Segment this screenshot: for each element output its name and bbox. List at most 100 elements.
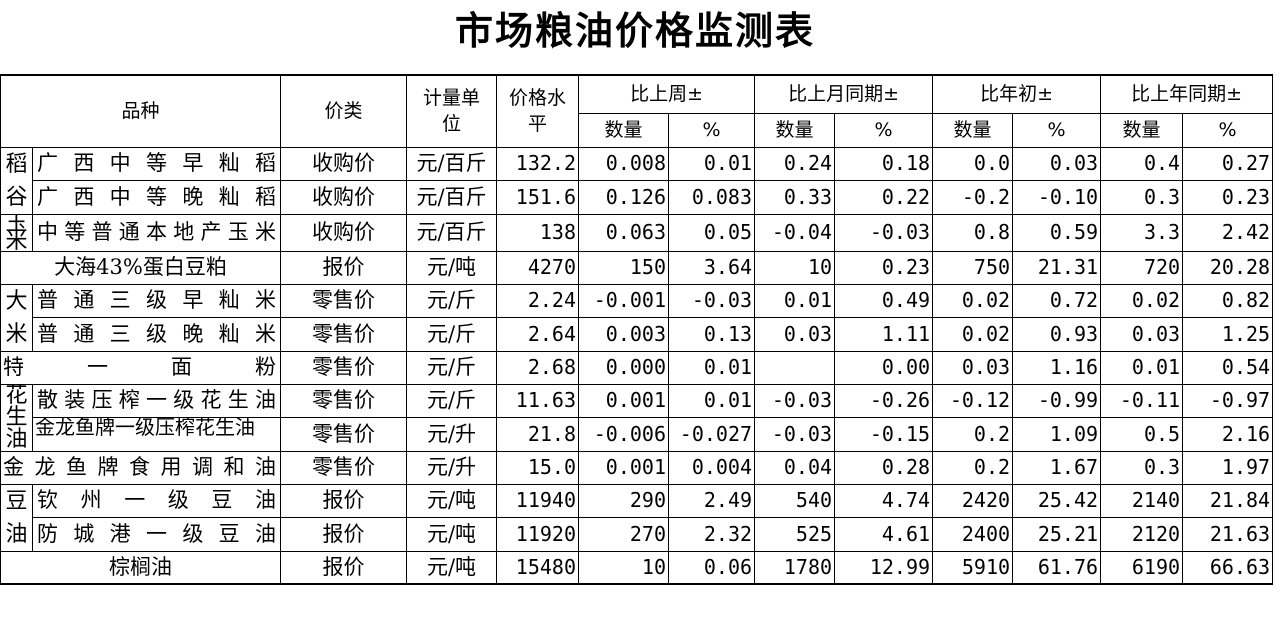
table-row: 金龙鱼牌一级压榨花生油 零售价 元/升 21.8 -0.006 -0.027 -…: [1, 417, 1274, 452]
unit: 元/吨: [406, 250, 498, 285]
price-level: 2.68: [496, 350, 580, 385]
cell: 0.93: [1012, 317, 1102, 352]
header-qty: 数量: [578, 112, 670, 148]
variety-name: 特一面粉: [0, 350, 282, 385]
cell: 21.84: [1182, 483, 1274, 518]
cell: 25.21: [1012, 517, 1102, 552]
cell: 10: [754, 250, 836, 285]
cell: 0.01: [668, 146, 756, 181]
header-pct: %: [668, 112, 756, 148]
grain-oil-price-table: 品种 价类 计量单位 价格水平 比上周± 比上月同期± 比年初± 比上年同期± …: [0, 74, 1274, 585]
page-title: 市场粮油价格监测表: [454, 9, 815, 53]
cell: 0.28: [834, 450, 934, 485]
cell: 0.24: [754, 146, 836, 181]
cell: 720: [1100, 250, 1184, 285]
table-row: 金龙鱼牌食用调和油 零售价 元/升 15.0 0.001 0.004 0.04 …: [0, 450, 1274, 485]
unit: 元/升: [406, 450, 498, 485]
cell: 0.00: [834, 350, 934, 385]
header-qty: 数量: [1100, 112, 1184, 148]
cell: 0.02: [932, 283, 1014, 318]
variety-name: 金龙鱼牌一级压榨花生油: [31, 417, 282, 452]
cell: 0.27: [1182, 146, 1274, 181]
cell: 1.97: [1182, 450, 1274, 485]
cell: 61.76: [1012, 550, 1102, 585]
cell: -0.26: [834, 383, 934, 418]
price-type: 收购价: [280, 146, 408, 181]
cell: -0.04: [754, 213, 836, 252]
price-type: 报价: [280, 550, 408, 585]
table-row: 防城港一级豆油 报价 元/吨 11920 270 2.32 525 4.61 2…: [1, 517, 1274, 552]
cell: 12.99: [834, 550, 934, 585]
header-qty: 数量: [932, 112, 1014, 148]
header-pct: %: [1012, 112, 1102, 148]
cell: 2140: [1100, 483, 1184, 518]
unit: 元/升: [406, 417, 498, 452]
cell: 0.23: [1182, 180, 1274, 215]
cell: 0.126: [578, 180, 670, 215]
table-row: 花生油 散装压榨一级花生油 零售价 元/斤 11.63 0.001 0.01 -…: [0, 383, 1274, 452]
header-pct: %: [834, 112, 934, 148]
price-type: 零售价: [280, 417, 408, 452]
table-row: 稻谷 广西中等早籼稻 收购价 元/百斤 132.2 0.008 0.01 0.2…: [0, 146, 1274, 215]
price-level: 138: [496, 213, 580, 252]
cell: 0.03: [1100, 317, 1184, 352]
cell: 4.61: [834, 517, 934, 552]
price-level: 2.24: [496, 283, 580, 318]
unit: 元/斤: [406, 350, 498, 385]
cell: 21.31: [1012, 250, 1102, 285]
cell: 0.2: [932, 417, 1014, 452]
cell: 10: [578, 550, 670, 585]
header-unit: 计量单位: [406, 74, 498, 148]
table-row: 豆油 钦州一级豆油 报价 元/吨 11940 290 2.49 540 4.74…: [0, 483, 1274, 552]
price-level: 15.0: [496, 450, 580, 485]
cell: -0.006: [578, 417, 670, 452]
price-type: 零售价: [280, 383, 408, 418]
cell: 1.67: [1012, 450, 1102, 485]
cell: 21.63: [1182, 517, 1274, 552]
variety-name: 中等普通本地产玉米: [31, 213, 282, 252]
cell: 0.004: [668, 450, 756, 485]
group-label: 大米: [0, 283, 33, 352]
cell: 0.59: [1012, 213, 1102, 252]
header-qty: 数量: [754, 112, 836, 148]
price-type: 报价: [280, 483, 408, 518]
cell: 0.8: [932, 213, 1014, 252]
cell: 0.01: [668, 383, 756, 418]
header-vs-year-start: 比年初±: [932, 74, 1102, 114]
price-type: 报价: [280, 250, 408, 285]
group-label: 稻谷: [0, 146, 33, 215]
table-row: 广西中等晚籼稻 收购价 元/百斤 151.6 0.126 0.083 0.33 …: [1, 180, 1274, 215]
cell: 0.3: [1100, 180, 1184, 215]
cell: 0.3: [1100, 450, 1184, 485]
cell: -0.03: [668, 283, 756, 318]
cell: 0.01: [1100, 350, 1184, 385]
price-level: 151.6: [496, 180, 580, 215]
header-price-level: 价格水平: [496, 74, 580, 148]
cell: 0.000: [578, 350, 670, 385]
cell: 0.18: [834, 146, 934, 181]
cell: 2.32: [668, 517, 756, 552]
cell: -0.03: [834, 213, 934, 252]
price-level: 15480: [496, 550, 580, 585]
unit: 元/百斤: [406, 213, 498, 252]
unit: 元/吨: [406, 483, 498, 518]
cell: 20.28: [1182, 250, 1274, 285]
unit: 元/百斤: [406, 180, 498, 215]
cell: 0.008: [578, 146, 670, 181]
price-type: 报价: [280, 517, 408, 552]
cell: 0.003: [578, 317, 670, 352]
variety-name: 棕榈油: [0, 550, 282, 585]
table-row: 大海43%蛋白豆粕 报价 元/吨 4270 150 3.64 10 0.23 7…: [0, 250, 1274, 285]
price-level: 11.63: [496, 383, 580, 418]
cell: 0.13: [668, 317, 756, 352]
header-vs-last-week: 比上周±: [578, 74, 756, 114]
cell: -0.027: [668, 417, 756, 452]
price-type: 零售价: [280, 450, 408, 485]
unit: 元/斤: [406, 383, 498, 418]
cell: 0.4: [1100, 146, 1184, 181]
cell: 0.49: [834, 283, 934, 318]
cell: 0.03: [754, 317, 836, 352]
cell: 6190: [1100, 550, 1184, 585]
cell: -0.03: [754, 383, 836, 418]
price-type: 零售价: [280, 283, 408, 318]
